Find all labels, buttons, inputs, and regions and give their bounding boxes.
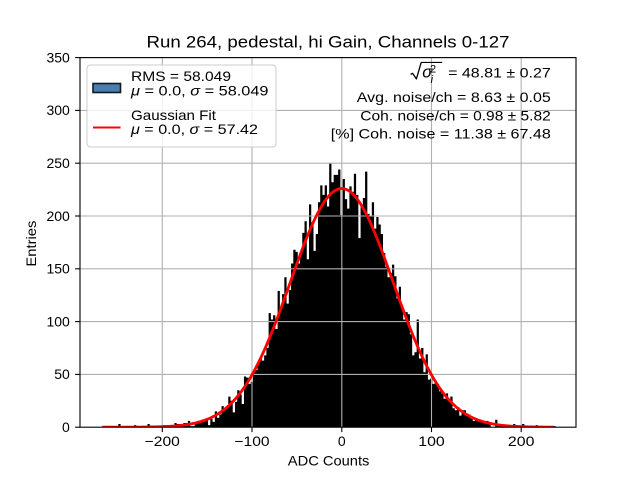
- svg-text:200: 200: [508, 433, 535, 449]
- svg-text:Entries: Entries: [23, 221, 39, 267]
- svg-text:−200: −200: [145, 433, 180, 449]
- svg-text:250: 250: [46, 155, 70, 171]
- svg-text:[%] Coh. noise = 11.38 ± 67.48: [%] Coh. noise = 11.38 ± 67.48: [331, 125, 551, 141]
- svg-text:−100: −100: [234, 433, 269, 449]
- svg-text:= 48.81 ± 0.27: = 48.81 ± 0.27: [448, 64, 551, 80]
- svg-text:0: 0: [62, 419, 70, 435]
- svg-text:Run 264, pedestal, hi Gain, Ch: Run 264, pedestal, hi Gain, Channels 0-1…: [147, 33, 510, 52]
- svg-text:Avg. noise/ch = 8.63 ± 0.05: Avg. noise/ch = 8.63 ± 0.05: [357, 89, 551, 105]
- svg-text:100: 100: [46, 313, 70, 329]
- svg-text:μ = 0.0, σ = 58.049: μ = 0.0, σ = 58.049: [130, 82, 269, 98]
- svg-text:2: 2: [430, 63, 436, 75]
- svg-text:300: 300: [46, 102, 70, 118]
- svg-text:150: 150: [46, 261, 70, 277]
- svg-text:0: 0: [338, 433, 346, 449]
- svg-text:Gaussian Fit: Gaussian Fit: [131, 107, 216, 123]
- svg-text:200: 200: [46, 208, 70, 224]
- svg-text:ADC Counts: ADC Counts: [288, 453, 370, 469]
- svg-text:50: 50: [54, 366, 70, 382]
- svg-text:i: i: [431, 74, 434, 86]
- svg-text:Coh. noise/ch = 0.98 ± 5.82: Coh. noise/ch = 0.98 ± 5.82: [360, 108, 551, 124]
- svg-text:μ = 0.0, σ = 57.42: μ = 0.0, σ = 57.42: [130, 121, 258, 137]
- svg-text:RMS = 58.049: RMS = 58.049: [131, 68, 231, 84]
- svg-text:350: 350: [46, 49, 70, 65]
- svg-text:σ: σ: [422, 63, 433, 81]
- svg-text:100: 100: [418, 433, 445, 449]
